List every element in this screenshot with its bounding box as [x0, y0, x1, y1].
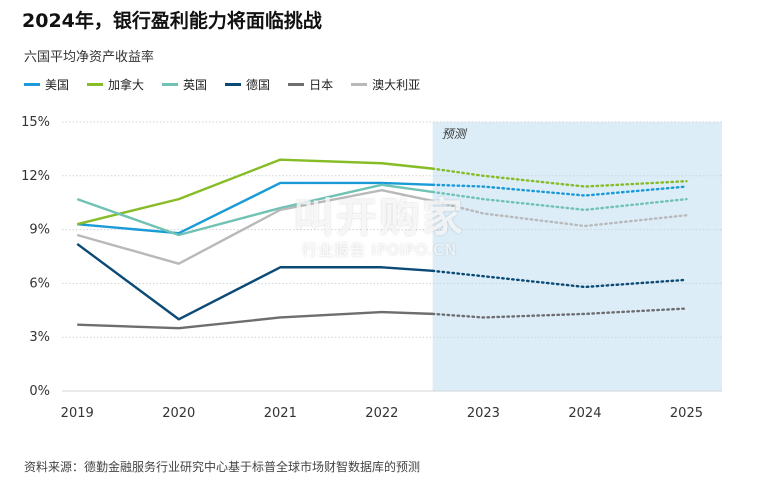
legend-item: 加拿大 [87, 76, 144, 93]
series-line-forecast-2 [431, 190, 688, 212]
series-line-actual-3 [76, 242, 433, 321]
legend-label: 加拿大 [108, 78, 145, 92]
y-tick-label: 15% [21, 115, 50, 130]
legend-label: 美国 [45, 78, 70, 92]
legend-swatch [162, 83, 179, 86]
y-tick-label: 3% [29, 330, 50, 345]
x-tick-label: 2019 [61, 406, 94, 421]
series-line-forecast-1 [431, 167, 688, 188]
series-line-actual-1 [76, 158, 433, 226]
series-line-actual-5 [76, 188, 433, 265]
series-line-actual-4 [77, 310, 433, 330]
legend-item: 日本 [288, 76, 333, 93]
legend-item: 英国 [162, 76, 207, 93]
x-tick-label: 2020 [162, 406, 195, 421]
x-tick-label: 2024 [568, 406, 601, 421]
series-line-actual-2 [76, 183, 433, 237]
forecast-region [432, 122, 722, 391]
legend-label: 英国 [183, 78, 208, 92]
chart-title: 2024年，银行盈利能力将面临挑战 [22, 10, 322, 32]
series-line-forecast-0 [431, 183, 688, 197]
y-tick-label: 0% [29, 384, 50, 399]
legend-label: 德国 [246, 78, 271, 92]
legend-label: 澳大利亚 [372, 78, 421, 92]
y-tick-label: 9% [29, 223, 50, 238]
legend-item: 澳大利亚 [351, 76, 420, 93]
forecast-label: 预测 [442, 127, 468, 141]
x-tick-label: 2023 [467, 406, 500, 421]
legend-item: 美国 [24, 76, 69, 93]
series-line-forecast-5 [431, 199, 688, 228]
source-note: 资料来源：德勤金融服务行业研究中心基于标普全球市场财智数据库的预测 [24, 460, 421, 474]
legend-swatch [351, 83, 368, 86]
legend-swatch [225, 83, 242, 86]
legend-swatch [24, 83, 40, 86]
series-line-forecast-4 [431, 307, 688, 319]
legend-label: 日本 [309, 78, 334, 92]
legend-swatch [87, 83, 104, 86]
chart-subtitle: 六国平均净资产收益率 [24, 50, 155, 65]
y-tick-label: 6% [29, 276, 50, 291]
series-line-forecast-3 [431, 269, 688, 289]
x-tick-label: 2021 [264, 406, 297, 421]
legend-swatch [288, 83, 305, 86]
chart-legend: 美国 加拿大 英国 德国 日本 澳大利亚 [24, 76, 438, 93]
x-tick-label: 2022 [365, 406, 398, 421]
legend-item: 德国 [225, 76, 270, 93]
y-tick-label: 12% [21, 169, 50, 184]
series-line-actual-0 [77, 181, 433, 235]
x-tick-label: 2025 [670, 406, 703, 421]
